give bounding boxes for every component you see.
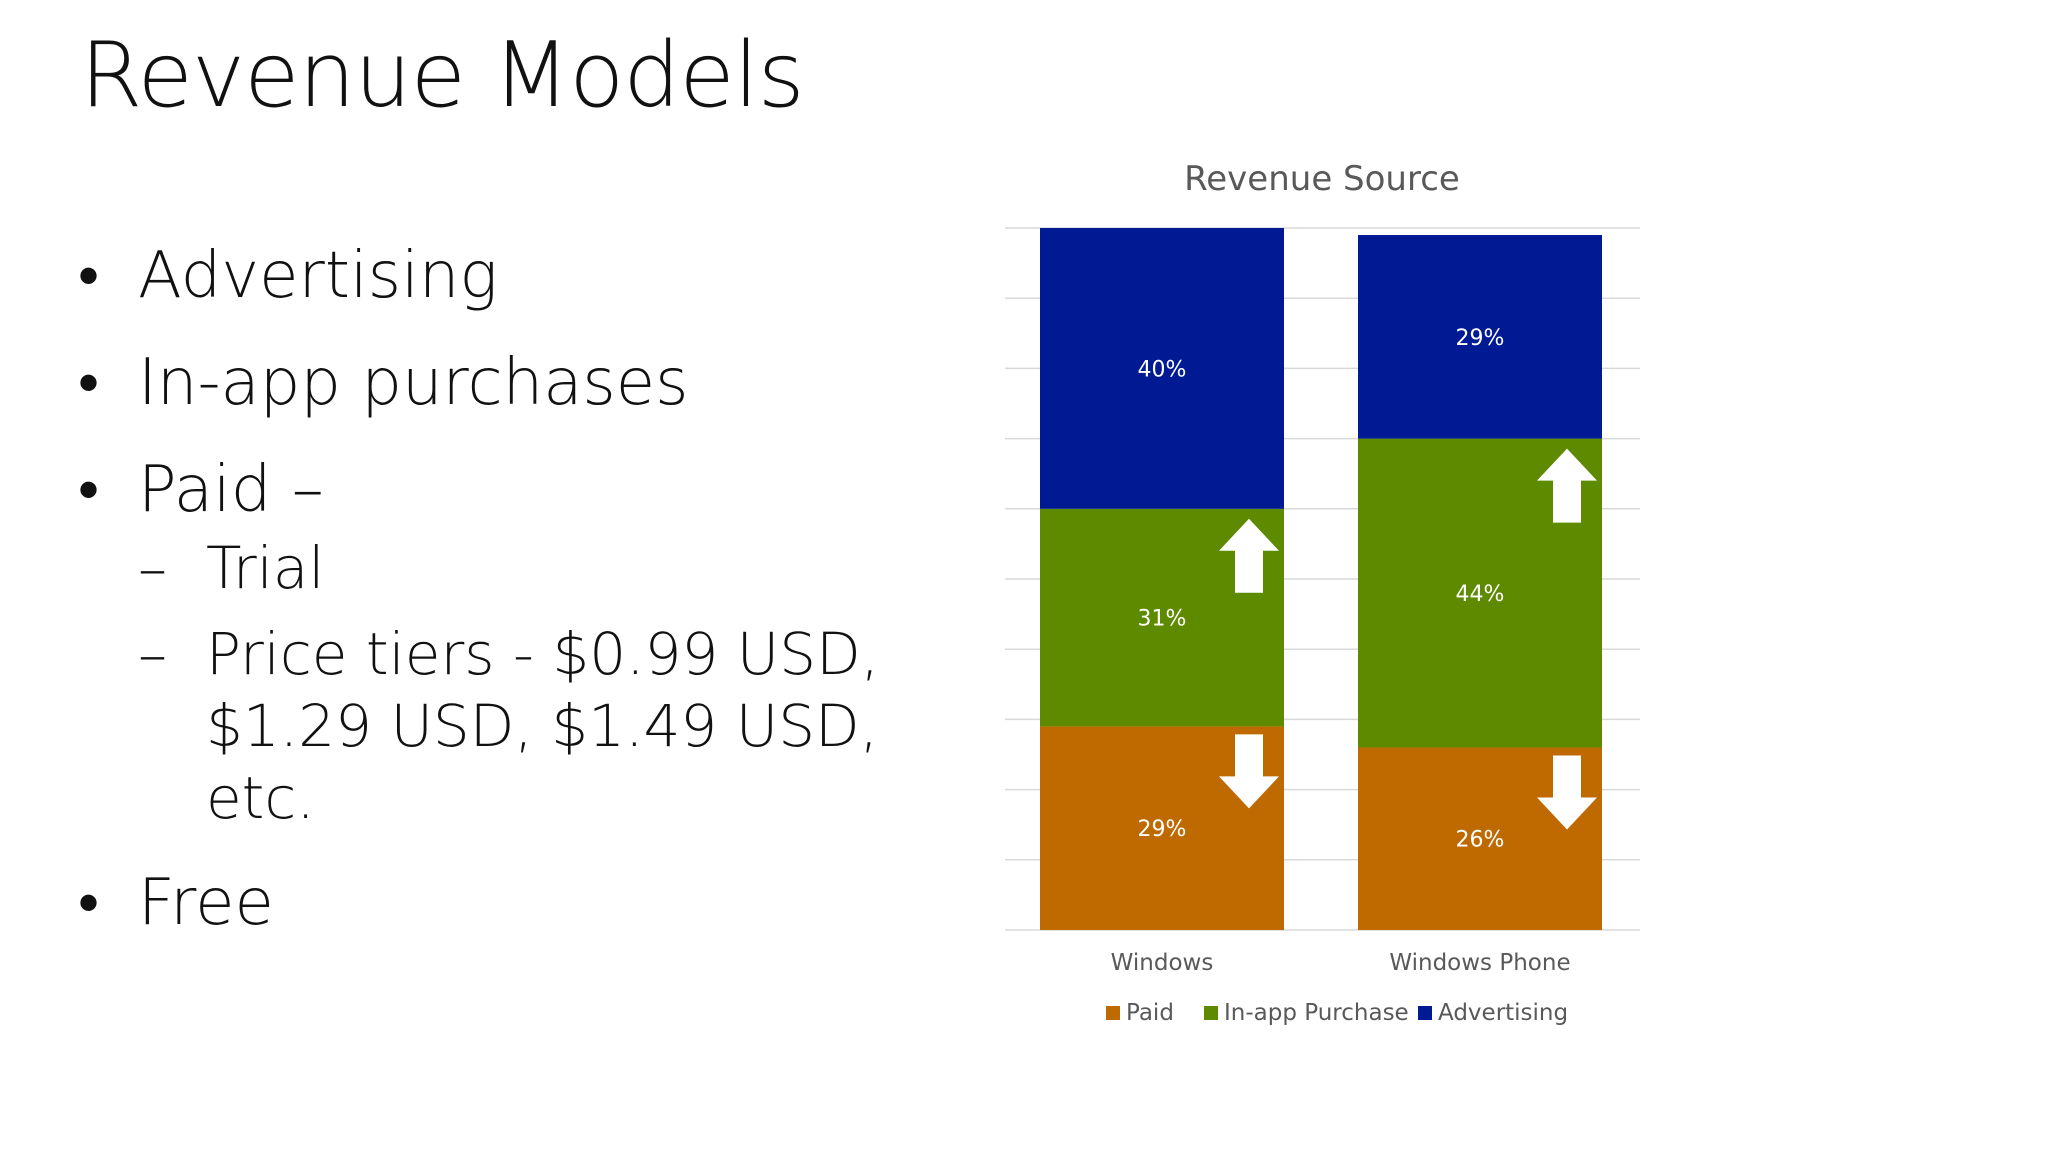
- bar-segment-advertising: [1358, 235, 1602, 439]
- bar-segment-advertising: [1040, 228, 1284, 509]
- arrow-down-icon: [1537, 755, 1597, 830]
- bullet-dot: •: [78, 348, 100, 418]
- category-label: Windows Phone: [1389, 950, 1570, 976]
- legend-item: Paid: [1106, 1000, 1174, 1026]
- data-label: 31%: [1138, 607, 1187, 632]
- legend-swatch: [1204, 1006, 1218, 1020]
- bullet-item: • Advertising: [78, 238, 958, 314]
- sub-bullet-dash: –: [138, 534, 167, 602]
- bullet-dot: •: [78, 868, 100, 938]
- legend-swatch: [1106, 1006, 1120, 1020]
- legend-label: Paid: [1126, 1000, 1174, 1026]
- chart-value-labels: 29% 31% 40% 26% 44% 29%: [1138, 326, 1505, 853]
- bullet-text: Advertising: [138, 239, 498, 313]
- bullet-dot: •: [78, 455, 100, 525]
- data-label: 44%: [1456, 582, 1505, 607]
- bullet-text: Free: [138, 866, 274, 940]
- bullet-item: • Paid – – Trial – Price tiers - $0.99 U…: [78, 452, 958, 834]
- legend-label: In-app Purchase: [1224, 1000, 1409, 1026]
- legend-item: Advertising: [1418, 1000, 1568, 1026]
- bullet-item: • Free: [78, 865, 958, 941]
- sub-bullet-item: – Trial: [138, 532, 958, 604]
- legend-label: Advertising: [1438, 1000, 1568, 1026]
- sub-bullet-text: Price tiers - $0.99 USD, $1.29 USD, $1.4…: [206, 620, 880, 832]
- data-label: 26%: [1456, 828, 1505, 853]
- bullet-dot: •: [78, 241, 100, 311]
- chart-title: Revenue Source: [1184, 159, 1460, 199]
- sub-bullet-dash: –: [138, 620, 167, 688]
- data-label: 29%: [1138, 817, 1187, 842]
- arrow-up-icon: [1537, 448, 1597, 523]
- chart-bars: [1040, 228, 1602, 930]
- sub-bullet-list: – Trial – Price tiers - $0.99 USD, $1.29…: [138, 532, 958, 834]
- slide-title: Revenue Models: [80, 23, 805, 128]
- arrow-down-icon: [1219, 734, 1279, 809]
- sub-bullet-item: – Price tiers - $0.99 USD, $1.29 USD, $1…: [138, 618, 958, 834]
- bullet-list: • Advertising • In-app purchases • Paid …: [78, 238, 958, 972]
- chart-legend: Paid In-app Purchase Advertising: [1106, 1000, 1568, 1026]
- category-label: Windows: [1111, 950, 1214, 976]
- bullet-item: • In-app purchases: [78, 345, 958, 421]
- revenue-source-chart: Revenue Source 29% 31% 40% 26% 44% 29% Window…: [990, 150, 1670, 1050]
- data-label: 40%: [1138, 357, 1187, 382]
- chart-arrows: [1219, 448, 1597, 830]
- chart-canvas: Revenue Source 29% 31% 40% 26% 44% 29% Window…: [1005, 159, 1640, 1026]
- legend-item: In-app Purchase: [1204, 1000, 1409, 1026]
- bullet-text: In-app purchases: [138, 346, 689, 420]
- sub-bullet-text: Trial: [206, 534, 325, 602]
- chart-category-labels: Windows Windows Phone: [1111, 950, 1571, 976]
- legend-swatch: [1418, 1006, 1432, 1020]
- arrow-up-icon: [1219, 518, 1279, 593]
- data-label: 29%: [1456, 326, 1505, 351]
- bullet-text: Paid –: [138, 453, 324, 527]
